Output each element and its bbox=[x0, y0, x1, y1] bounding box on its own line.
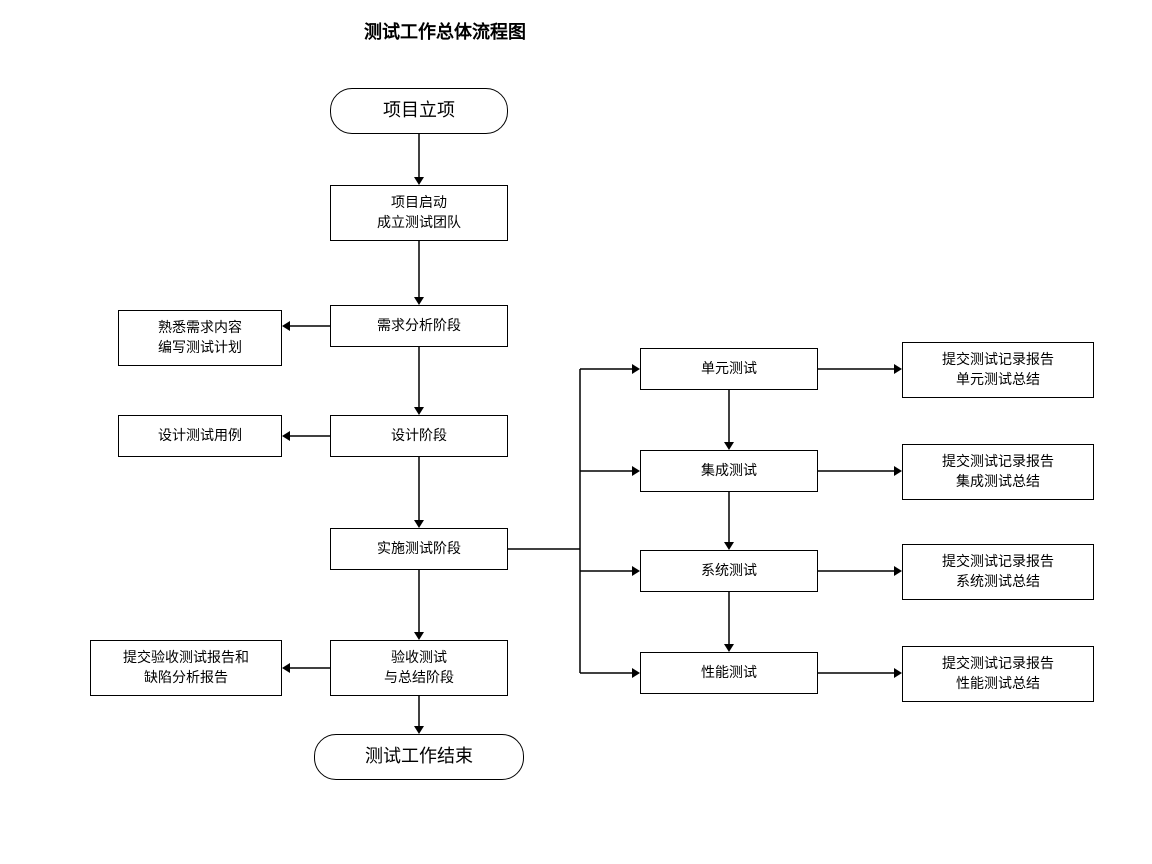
node-text: 提交测试记录报告 bbox=[942, 654, 1054, 674]
flowchart-node-n-perfr: 提交测试记录报告性能测试总结 bbox=[902, 646, 1094, 702]
flowchart-node-n-accept: 验收测试与总结阶段 bbox=[330, 640, 508, 696]
node-text: 集成测试 bbox=[701, 461, 757, 481]
flowchart-node-n-start: 项目立项 bbox=[330, 88, 508, 134]
flowchart-node-n-req: 需求分析阶段 bbox=[330, 305, 508, 347]
node-text: 提交测试记录报告 bbox=[942, 552, 1054, 572]
flowchart-node-n-reqside: 熟悉需求内容编写测试计划 bbox=[118, 310, 282, 366]
flowchart-node-n-intg: 集成测试 bbox=[640, 450, 818, 492]
node-text: 设计阶段 bbox=[391, 426, 447, 446]
flowchart-node-n-sysr: 提交测试记录报告系统测试总结 bbox=[902, 544, 1094, 600]
node-text: 集成测试总结 bbox=[956, 472, 1040, 492]
node-text: 提交验收测试报告和 bbox=[123, 648, 249, 668]
node-text: 设计测试用例 bbox=[158, 426, 242, 446]
node-text: 单元测试总结 bbox=[956, 370, 1040, 390]
node-text: 缺陷分析报告 bbox=[144, 668, 228, 688]
node-text: 验收测试 bbox=[391, 648, 447, 668]
flowchart-node-n-end: 测试工作结束 bbox=[314, 734, 524, 780]
flowchart-node-n-kickoff: 项目启动成立测试团队 bbox=[330, 185, 508, 241]
flowchart-node-n-designside: 设计测试用例 bbox=[118, 415, 282, 457]
flowchart-node-n-design: 设计阶段 bbox=[330, 415, 508, 457]
node-text: 编写测试计划 bbox=[158, 338, 242, 358]
diagram-title: 测试工作总体流程图 bbox=[364, 18, 526, 44]
node-text: 系统测试 bbox=[701, 561, 757, 581]
flowchart-node-n-perf: 性能测试 bbox=[640, 652, 818, 694]
node-text: 需求分析阶段 bbox=[377, 316, 461, 336]
node-text: 提交测试记录报告 bbox=[942, 350, 1054, 370]
node-text: 系统测试总结 bbox=[956, 572, 1040, 592]
node-text: 项目启动 bbox=[391, 193, 447, 213]
flowchart-node-n-intgr: 提交测试记录报告集成测试总结 bbox=[902, 444, 1094, 500]
node-text: 成立测试团队 bbox=[377, 213, 461, 233]
flowchart-node-n-unit: 单元测试 bbox=[640, 348, 818, 390]
flowchart-node-n-sys: 系统测试 bbox=[640, 550, 818, 592]
node-text: 单元测试 bbox=[701, 359, 757, 379]
node-text: 提交测试记录报告 bbox=[942, 452, 1054, 472]
node-text: 性能测试 bbox=[701, 663, 757, 683]
node-text: 项目立项 bbox=[383, 98, 455, 123]
node-text: 熟悉需求内容 bbox=[158, 318, 242, 338]
node-text: 实施测试阶段 bbox=[377, 539, 461, 559]
node-text: 性能测试总结 bbox=[956, 674, 1040, 694]
flowchart-node-n-acceptside: 提交验收测试报告和缺陷分析报告 bbox=[90, 640, 282, 696]
flowchart-node-n-impl: 实施测试阶段 bbox=[330, 528, 508, 570]
node-text: 与总结阶段 bbox=[384, 668, 454, 688]
node-text: 测试工作结束 bbox=[365, 744, 473, 769]
flowchart-node-n-unitr: 提交测试记录报告单元测试总结 bbox=[902, 342, 1094, 398]
